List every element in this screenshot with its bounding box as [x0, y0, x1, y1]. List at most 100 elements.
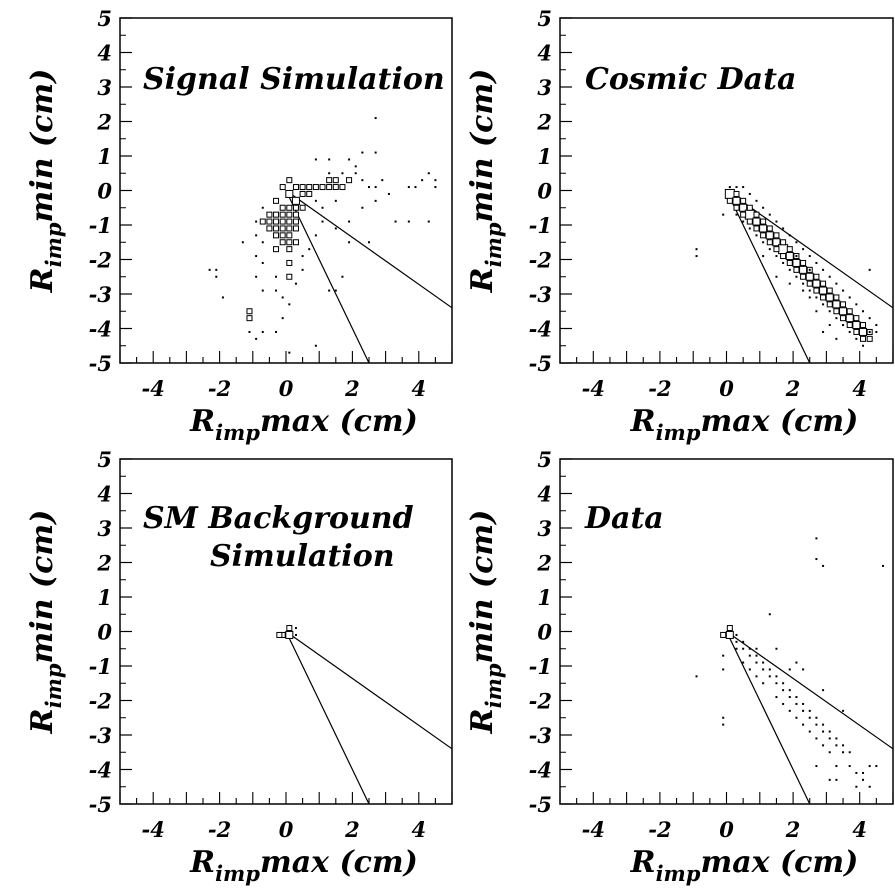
data-point — [815, 261, 818, 264]
data-point — [802, 723, 805, 726]
x-tick-label: -4 — [582, 817, 605, 842]
y-tick-label: -5 — [529, 351, 552, 376]
y-tick-label: 0 — [97, 179, 112, 204]
y-tick-label: -1 — [89, 654, 112, 679]
bin-box — [273, 197, 280, 204]
data-point — [348, 220, 351, 223]
data-layer — [695, 537, 893, 804]
data-point — [775, 647, 778, 650]
panel-title: Data — [584, 501, 664, 536]
data-point — [387, 192, 390, 195]
x-axis-label: Rimpmax (cm) — [189, 845, 418, 886]
data-point — [348, 241, 351, 244]
bin-box — [319, 184, 326, 191]
data-point — [795, 255, 798, 258]
data-point — [374, 199, 377, 202]
data-point — [775, 682, 778, 685]
bin-box — [273, 211, 280, 218]
data-point — [782, 227, 785, 230]
panel-3: 5 4 3 2 1 0 -1 -2 -3 -4 -5 -4 -2 0 2 4 Rimpmax (cm) Rimpm… — [25, 447, 453, 886]
x-tick-label: 0 — [279, 376, 294, 401]
bin-box — [773, 246, 780, 253]
y-tick-label: 1 — [97, 585, 112, 610]
data-point — [742, 647, 745, 650]
bin-box — [326, 177, 333, 184]
bin-box — [833, 294, 840, 301]
x-tick-label: 2 — [785, 817, 801, 842]
x-tick-label: 4 — [411, 376, 426, 401]
data-point — [755, 647, 758, 650]
data-point — [775, 220, 778, 223]
data-point — [782, 689, 785, 692]
data-point — [748, 192, 751, 195]
data-point — [722, 654, 725, 657]
x-tick-label: -4 — [142, 817, 165, 842]
bin-box — [786, 246, 793, 253]
y-tick-label: -2 — [529, 248, 552, 273]
data-point — [735, 640, 738, 643]
data-layer — [208, 117, 452, 363]
x-tick-label: -4 — [582, 376, 605, 401]
bin-box — [819, 286, 828, 295]
data-point — [255, 275, 258, 278]
data-point — [815, 537, 818, 540]
bin-box — [292, 239, 299, 246]
data-point — [742, 220, 745, 223]
data-point — [882, 564, 885, 567]
data-point — [215, 275, 218, 278]
bin-box — [273, 218, 280, 225]
bin-box — [826, 301, 833, 308]
bin-box — [299, 184, 306, 191]
bin-box — [292, 184, 299, 191]
bin-box — [760, 218, 767, 225]
cut-line — [285, 631, 370, 804]
data-point — [261, 206, 264, 209]
bin-box — [273, 225, 280, 232]
data-point — [361, 151, 364, 154]
data-point — [855, 337, 858, 340]
y-tick-label: -3 — [89, 282, 112, 307]
cut-line — [725, 190, 811, 363]
data-point — [782, 682, 785, 685]
bin-box — [733, 204, 740, 211]
y-tick-label: 5 — [537, 447, 552, 472]
data-point — [835, 778, 838, 781]
bin-box — [726, 197, 733, 204]
bin-box — [753, 211, 760, 218]
bin-box — [786, 259, 793, 266]
bin-box — [840, 301, 847, 308]
data-point — [735, 647, 738, 650]
data-point — [748, 227, 751, 230]
panel-title: SM Background — [143, 501, 414, 536]
data-point — [842, 324, 845, 327]
data-point — [361, 206, 364, 209]
x-tick-label: 2 — [785, 376, 801, 401]
data-point — [275, 275, 278, 278]
data-point — [775, 675, 778, 678]
bin-box — [785, 252, 794, 261]
bin-box — [859, 327, 868, 336]
data-point — [835, 282, 838, 285]
data-point — [348, 158, 351, 161]
data-point — [374, 117, 377, 120]
bin-box — [806, 280, 813, 287]
data-point — [808, 255, 811, 258]
data-point — [695, 255, 698, 258]
bin-box — [725, 630, 734, 639]
data-point — [828, 751, 831, 754]
data-point — [768, 675, 771, 678]
bin-box — [812, 279, 821, 288]
data-point — [255, 255, 258, 258]
bin-box — [733, 190, 740, 197]
data-point — [835, 337, 838, 340]
y-tick-label: 3 — [97, 516, 112, 541]
bin-box — [279, 204, 286, 211]
data-point — [848, 296, 851, 299]
data-point — [875, 324, 878, 327]
data-point — [288, 351, 291, 354]
data-layer — [276, 625, 452, 804]
data-point — [308, 248, 311, 251]
y-tick-label: 3 — [537, 516, 552, 541]
data-point — [255, 234, 258, 237]
data-point — [742, 661, 745, 664]
